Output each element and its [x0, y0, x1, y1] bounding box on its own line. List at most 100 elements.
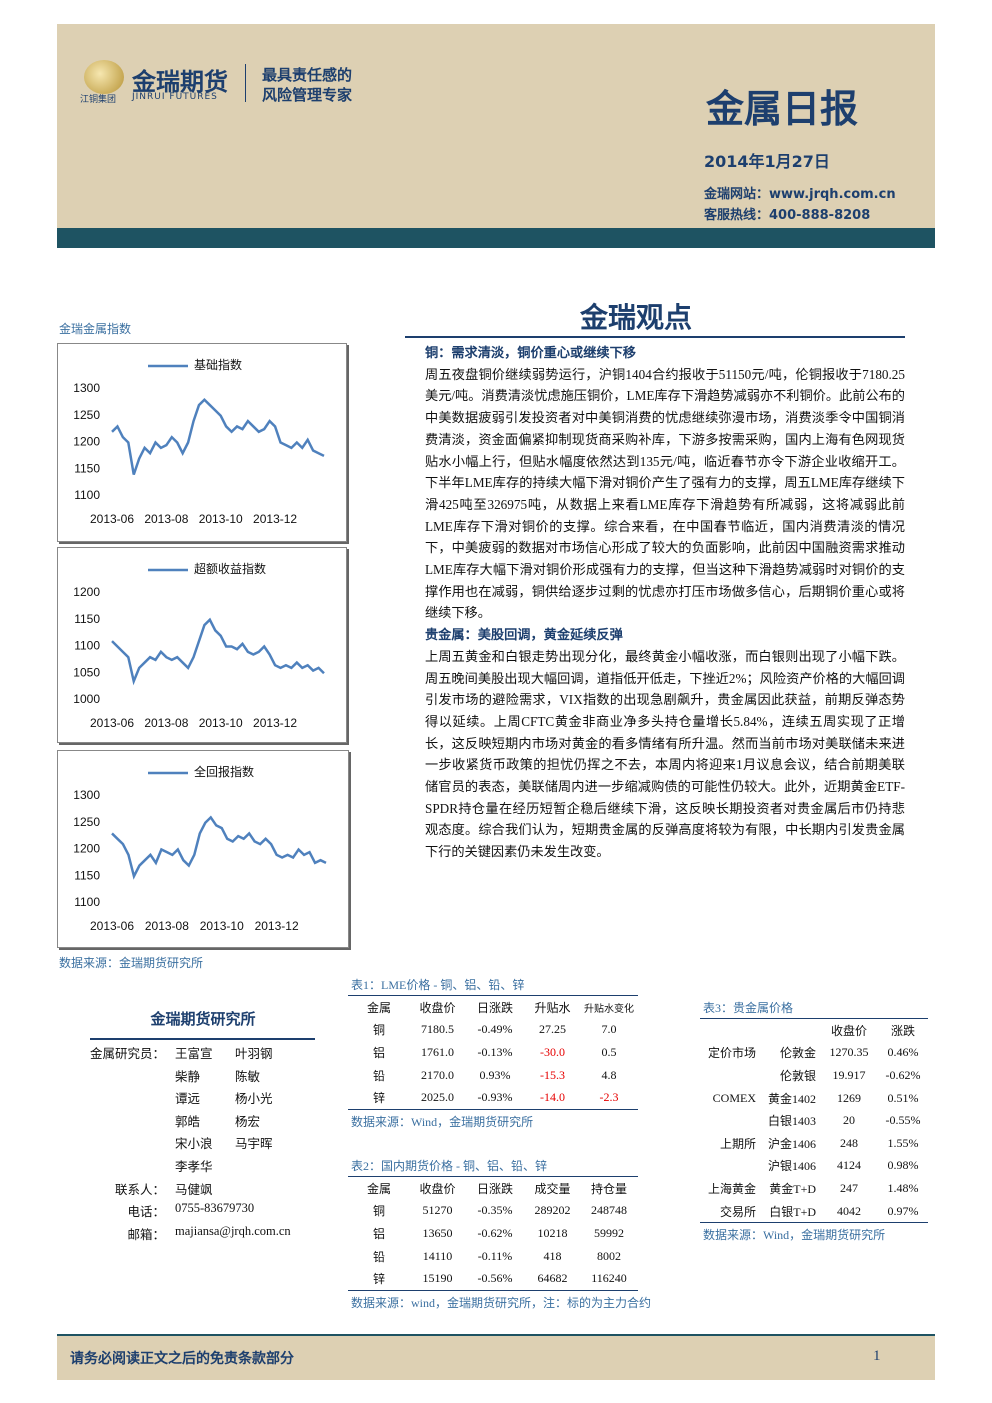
table-cell: 1269: [837, 1090, 861, 1105]
table-cell: -0.35%: [477, 1203, 513, 1218]
table-cell: 59992: [594, 1225, 624, 1240]
header-rule: [57, 228, 935, 248]
team-label: 电话：: [127, 1205, 165, 1220]
table-header-cell: 升贴水: [534, 1000, 571, 1015]
table-cell: -0.62%: [477, 1225, 513, 1240]
table-cell: -15.3: [540, 1067, 565, 1082]
table-cell: 7.0: [601, 1022, 617, 1037]
table-cell: 铅: [372, 1249, 385, 1264]
legend-label: 基础指数: [194, 357, 242, 372]
x-tick-label: 2013-08: [144, 716, 188, 730]
table-row: 锌 2025.0 -0.93% -14.0 -2.3: [348, 1086, 638, 1109]
table-row: 锌 15190 -0.56% 64682 116240: [348, 1267, 638, 1290]
table-header-cell: 日涨跌: [476, 1000, 513, 1015]
footer-band: [57, 1334, 935, 1380]
table-cell: 4.8: [601, 1067, 617, 1082]
logo-group: 江铜集团: [80, 95, 117, 105]
chart-area-label: 金瑞金属指数: [59, 322, 132, 336]
table-cell: -30.0: [540, 1044, 565, 1059]
table-cell: 锌: [372, 1091, 385, 1106]
table-header-cell: 升贴水变化: [584, 1003, 634, 1015]
table-cell: -0.56%: [477, 1271, 513, 1286]
table-header-cell: 涨跌: [890, 1023, 915, 1038]
team-member: 叶羽钢: [235, 1047, 273, 1061]
table-row: 定价市场 伦敦金 1270.35 0.46%: [700, 1042, 928, 1065]
table-cell: 上海黄金: [707, 1181, 756, 1196]
table-cell: 418: [543, 1248, 562, 1263]
article-heading: 铜：需求清淡，铜价重心或继续下移: [425, 345, 636, 360]
table-cell: 沪金1406: [767, 1136, 816, 1151]
team-member: 马健飒: [175, 1182, 213, 1197]
chart-source: 数据来源：金瑞期货研究所: [59, 956, 204, 970]
table-cell: 定价市场: [707, 1046, 756, 1061]
y-tick-label: 1250: [73, 408, 100, 422]
table-source: 数据来源：Wind，金瑞期货研究所: [703, 1228, 886, 1243]
table-cell: 铜: [372, 1023, 385, 1038]
table-cell: 0.51%: [887, 1090, 919, 1105]
table-row: 交易所 白银T+D 4042 0.97%: [700, 1200, 928, 1223]
x-tick-label: 2013-12: [253, 716, 297, 730]
disclaimer: 请务必阅读正文之后的免责条款部分: [70, 1352, 294, 1367]
table-cell: 248: [840, 1135, 858, 1150]
table-cell: [700, 1109, 760, 1132]
team-member: 陈敏: [235, 1069, 261, 1084]
y-tick-label: 1200: [73, 585, 100, 599]
doc-date: 2014年1月27日: [704, 152, 830, 171]
data-line: [111, 617, 325, 686]
table-header-cell: 持仓量: [590, 1181, 627, 1196]
y-tick-label: 1200: [73, 842, 100, 856]
team-label: 联系人：: [114, 1182, 165, 1197]
x-tick-label: 2013-10: [199, 716, 243, 730]
logo-mark: [84, 60, 124, 94]
doc-title: 金属日报: [706, 87, 859, 131]
table-cell: -0.62%: [885, 1067, 921, 1082]
table-row: 伦敦银 19.917 -0.62%: [700, 1064, 928, 1087]
table-cell: 铝: [372, 1226, 385, 1241]
team-rule: [90, 1038, 315, 1040]
team-member: 郭皓: [175, 1114, 201, 1129]
table-header-cell: 收盘价: [419, 1000, 456, 1015]
table-cell: 0.98%: [887, 1158, 919, 1173]
chart: 1100 1150 1200 1250 1300 2013-06 2013-08 2013-1…: [73, 764, 327, 933]
legend-label: 超额收益指数: [194, 561, 266, 576]
table-cell: 7180.5: [421, 1022, 454, 1037]
table-cell: 248748: [591, 1203, 627, 1218]
table-row: 铅 2170.0 0.93% -15.3 4.8: [348, 1064, 638, 1087]
table-cell: 0.97%: [887, 1203, 919, 1218]
y-tick-label: 1100: [74, 895, 100, 909]
team-member: 马宇晖: [235, 1137, 273, 1152]
table-cell: 黄金1402: [767, 1091, 816, 1106]
logo-sub: JINRUI FUTURES: [132, 92, 218, 102]
y-tick-label: 1100: [74, 639, 100, 653]
table-cell: 1270.35: [829, 1045, 869, 1060]
y-tick-label: 1050: [73, 665, 100, 679]
team-title: 金瑞期货研究所: [150, 1012, 256, 1028]
article-body: 上周五黄金和白银走势出现分化，最终黄金小幅收涨，而白银则出现了小幅下跌。周五晚间…: [425, 648, 905, 860]
table-row: COMEX 黄金1402 1269 0.51%: [700, 1087, 928, 1110]
table-cell: 黄金T+D: [769, 1181, 816, 1196]
y-tick-label: 1300: [73, 788, 100, 802]
table-cell: 2025.0: [421, 1090, 454, 1105]
table-cell: 铅: [372, 1068, 385, 1083]
data-table: 收盘价 涨跌 定价市场 伦敦金 1270.35 0.46% 伦敦银 19.917 -0.62% C…: [700, 1018, 928, 1224]
table-cell: 1.48%: [887, 1180, 919, 1195]
table-row: 铅 14110 -0.11% 418 8002: [348, 1245, 638, 1268]
table-cell: 51270: [422, 1203, 453, 1218]
table-row: 沪银1406 4124 0.98%: [700, 1155, 928, 1178]
table-cell: 1.55%: [887, 1135, 919, 1150]
table-cell: 0.93%: [479, 1067, 511, 1082]
table-cell: -0.93%: [477, 1090, 513, 1105]
table-cell: 8002: [597, 1248, 621, 1263]
team-member: 杨小光: [235, 1092, 273, 1107]
table-row: 铝 1761.0 -0.13% -30.0 0.5: [348, 1041, 638, 1064]
y-tick-label: 1150: [74, 461, 100, 475]
team-member: 杨宏: [235, 1114, 261, 1129]
team-member: 柴静: [175, 1069, 201, 1084]
table-row: 铝 13650 -0.62% 10218 59992: [348, 1222, 638, 1245]
website: 金瑞网站：www.jrqh.com.cn: [704, 187, 896, 202]
slogan: 风险管理专家: [262, 86, 353, 104]
table-header-cell: 收盘价: [419, 1181, 456, 1196]
table-cell: 4124: [837, 1158, 861, 1173]
table-cell: 伦敦金: [779, 1046, 816, 1061]
